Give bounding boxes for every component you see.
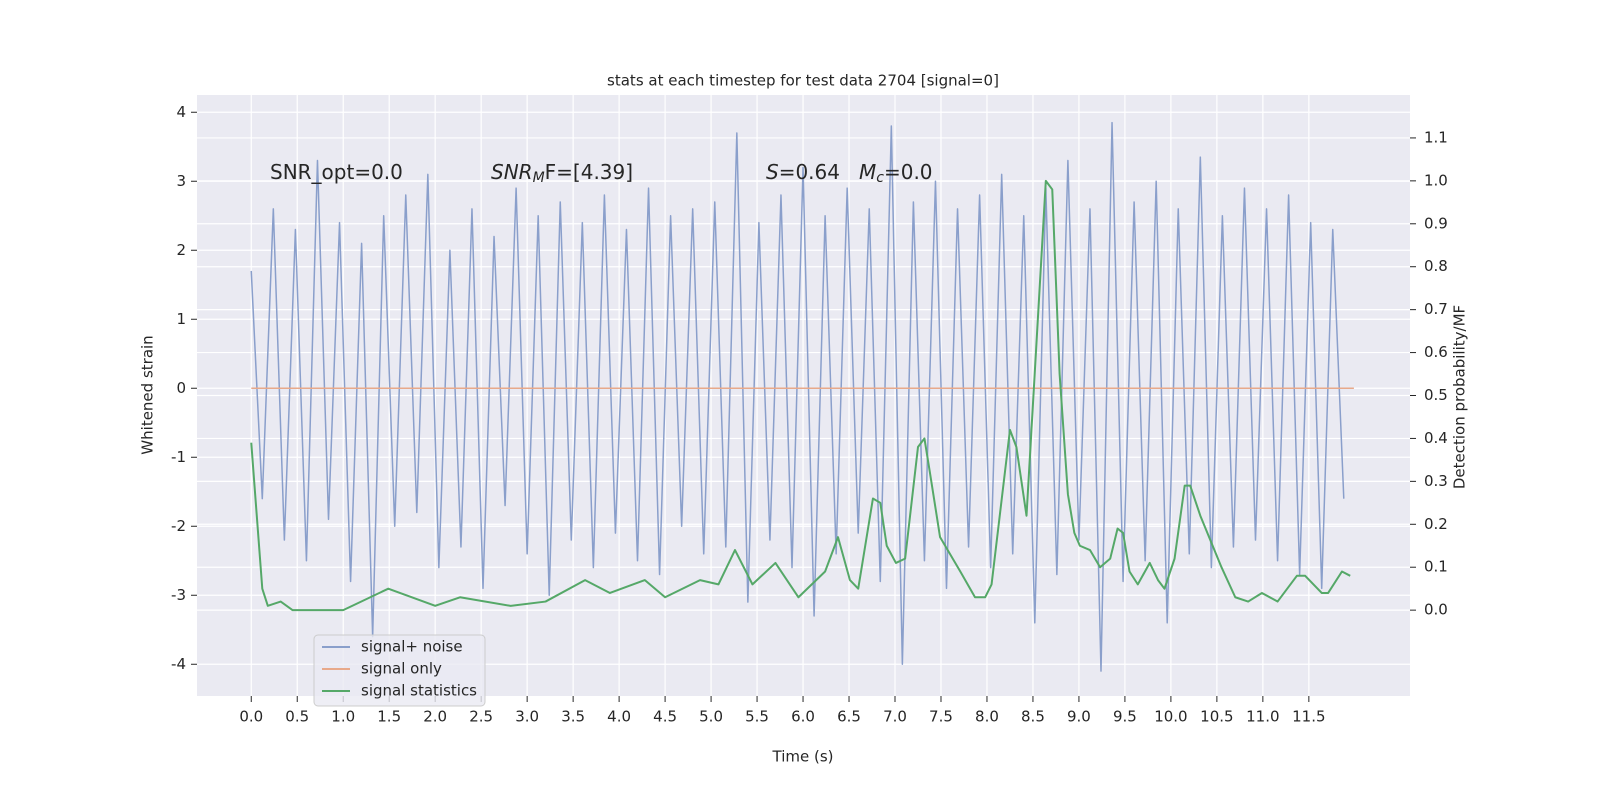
annotation-text: c xyxy=(876,170,884,186)
annotation-text: =0.0 xyxy=(884,160,933,184)
annotation: SNR_opt=0.0 xyxy=(270,160,403,184)
y2-tick-label: 1.1 xyxy=(1424,128,1448,146)
annotation-text: F=[4.39] xyxy=(545,160,633,184)
x-tick-label: 3.5 xyxy=(561,708,585,726)
y-tick-label: 0 xyxy=(176,379,186,397)
legend-label: signal statistics xyxy=(361,682,477,700)
x-tick-label: 9.0 xyxy=(1067,708,1091,726)
x-tick-label: 10.5 xyxy=(1200,708,1233,726)
y-axis-label: Whitened strain xyxy=(139,335,157,454)
y2-tick-label: 0.3 xyxy=(1424,472,1448,490)
x-tick-label: 2.0 xyxy=(423,708,447,726)
x-tick-label: 5.0 xyxy=(699,708,723,726)
x-tick-label: 5.5 xyxy=(745,708,769,726)
x-tick-label: 0.5 xyxy=(285,708,309,726)
y2-tick-label: 0.7 xyxy=(1424,300,1448,318)
y2-tick-label: 0.2 xyxy=(1424,515,1448,533)
annotation-text: S xyxy=(766,160,779,184)
x-tick-label: 3.0 xyxy=(515,708,539,726)
x-tick-label: 8.5 xyxy=(1021,708,1045,726)
y2-tick-label: 0.4 xyxy=(1424,429,1448,447)
y-tick-label: -1 xyxy=(171,448,186,466)
y-tick-label: -3 xyxy=(171,586,186,604)
x-tick-label: 2.5 xyxy=(469,708,493,726)
legend-box xyxy=(313,634,486,707)
series-line xyxy=(250,121,1345,672)
y2-tick-label: 0.6 xyxy=(1424,343,1448,361)
marks xyxy=(250,121,1354,672)
chart-title: stats at each timestep for test data 270… xyxy=(607,72,999,90)
grid xyxy=(191,95,1416,702)
x-tick-label: 10.0 xyxy=(1154,708,1187,726)
y2-tick-label: 0.5 xyxy=(1424,386,1448,404)
x-axis-label: Time (s) xyxy=(772,748,834,766)
x-tick-label: 1.0 xyxy=(331,708,355,726)
x-tick-label: 6.5 xyxy=(837,708,861,726)
y-tick-label: 3 xyxy=(176,172,186,190)
x-tick-label: 7.5 xyxy=(929,708,953,726)
y-tick-label: 2 xyxy=(176,241,186,259)
x-tick-label: 4.0 xyxy=(607,708,631,726)
x-tick-label: 9.5 xyxy=(1113,708,1137,726)
annotation: SNRMF=[4.39] xyxy=(491,160,633,187)
y2-tick-label: 0.0 xyxy=(1424,601,1448,619)
annotation-text: SNR_opt=0.0 xyxy=(270,160,403,184)
y2-tick-label: 0.1 xyxy=(1424,558,1448,576)
x-tick-label: 11.0 xyxy=(1246,708,1279,726)
y2-axis-label: Detection probability/MF xyxy=(1451,305,1469,489)
annotation-text: M xyxy=(859,160,876,184)
annotation: S=0.64 xyxy=(766,160,840,184)
x-tick-label: 1.5 xyxy=(377,708,401,726)
x-tick-label: 6.0 xyxy=(791,708,815,726)
legend-label: signal+ noise xyxy=(361,638,463,656)
x-tick-label: 8.0 xyxy=(975,708,999,726)
annotation-text: SNR xyxy=(491,160,533,184)
annotation: Mc=0.0 xyxy=(859,160,933,187)
y-tick-label: 1 xyxy=(176,310,186,328)
x-tick-label: 7.0 xyxy=(883,708,907,726)
y2-tick-label: 0.9 xyxy=(1424,214,1448,232)
y2-tick-label: 0.8 xyxy=(1424,257,1448,275)
y-tick-label: 4 xyxy=(176,103,186,121)
legend-label: signal only xyxy=(361,660,442,678)
x-tick-label: 0.0 xyxy=(239,708,263,726)
annotation-text: =0.64 xyxy=(779,160,840,184)
y-tick-label: -4 xyxy=(171,655,186,673)
x-tick-label: 11.5 xyxy=(1292,708,1325,726)
annotation-text: M xyxy=(533,170,545,186)
y-tick-label: -2 xyxy=(171,517,186,535)
y2-tick-label: 1.0 xyxy=(1424,171,1448,189)
x-tick-label: 4.5 xyxy=(653,708,677,726)
legend: signal+ noise signal only signal statistic… xyxy=(313,634,486,707)
series-line xyxy=(250,179,1351,612)
